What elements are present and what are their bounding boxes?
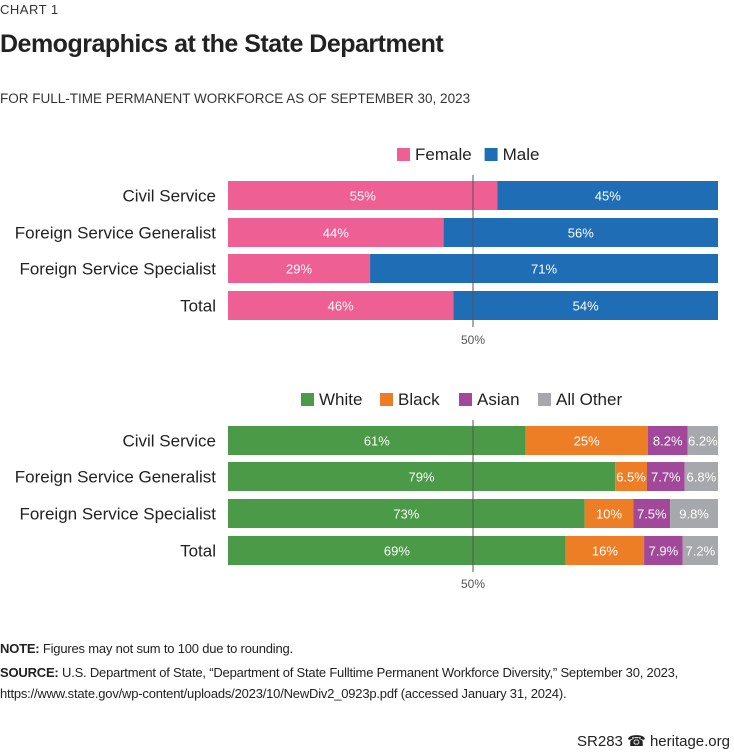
legend-label: Asian xyxy=(477,390,520,409)
data-label: 56% xyxy=(568,226,594,241)
legend-label: Black xyxy=(398,390,440,409)
bar-segment xyxy=(615,462,647,491)
bar-segment xyxy=(647,426,688,455)
data-label: 44% xyxy=(323,226,349,241)
data-label: 10% xyxy=(596,507,622,522)
data-label: 79% xyxy=(409,470,435,485)
source: SOURCE: U.S. Department of State, “Depar… xyxy=(0,662,734,704)
bar-segment xyxy=(228,426,526,455)
category-label: Civil Service xyxy=(122,432,216,451)
category-label: Foreign Service Specialist xyxy=(19,505,216,524)
legend-swatch-male xyxy=(484,148,498,161)
data-label: 54% xyxy=(573,299,599,314)
bar-segment xyxy=(646,462,685,491)
note: NOTE: Figures may not sum to 100 due to … xyxy=(0,641,293,656)
bar-segment xyxy=(633,499,671,528)
note-label: NOTE: xyxy=(0,641,40,656)
legend-swatch-asian xyxy=(459,393,472,406)
site-name: heritage.org xyxy=(649,733,730,750)
bar-segment xyxy=(228,462,616,491)
category-label: Foreign Service Generalist xyxy=(15,468,217,487)
chart-label: CHART 1 xyxy=(0,2,59,17)
data-label: 73% xyxy=(393,507,419,522)
legend-label: Male xyxy=(503,145,540,164)
legend-swatch-all-other xyxy=(538,393,551,406)
category-label: Total xyxy=(180,542,216,561)
data-label: 6.5% xyxy=(616,470,646,485)
data-label: 69% xyxy=(384,544,410,559)
report-code: SR283 xyxy=(577,733,623,750)
liberty-bell-icon: ☎ xyxy=(627,733,646,750)
data-label: 16% xyxy=(592,544,618,559)
bar-segment xyxy=(525,426,648,455)
bar-segment xyxy=(453,291,718,320)
bar-segment xyxy=(670,499,718,528)
data-label: 61% xyxy=(364,434,390,449)
bar-segment xyxy=(684,462,718,491)
page-title: Demographics at the State Department xyxy=(0,30,444,58)
data-label: 7.7% xyxy=(651,470,681,485)
data-label: 25% xyxy=(574,434,600,449)
bar-segment xyxy=(584,499,634,528)
subtitle: FOR FULL-TIME PERMANENT WORKFORCE AS OF … xyxy=(0,91,471,106)
data-label: 29% xyxy=(286,262,312,277)
bar-segment xyxy=(565,536,645,565)
reference-label: 50% xyxy=(461,577,485,591)
data-label: 9.8% xyxy=(679,507,709,522)
bar-segment xyxy=(228,536,566,565)
legend-label: Female xyxy=(415,145,472,164)
source-label: SOURCE: xyxy=(0,665,59,680)
bar-segment xyxy=(228,218,444,247)
data-label: 46% xyxy=(328,299,354,314)
legend-swatch-female xyxy=(397,148,410,161)
bar-segment xyxy=(687,426,718,455)
data-label: 6.2% xyxy=(688,434,718,449)
legend-swatch-black xyxy=(380,393,393,406)
source-text: U.S. Department of State, “Department of… xyxy=(0,665,679,701)
note-text: Figures may not sum to 100 due to roundi… xyxy=(39,641,293,656)
bar-segment xyxy=(497,181,718,210)
data-label: 7.2% xyxy=(686,544,716,559)
data-label: 7.5% xyxy=(637,507,667,522)
bar-segment xyxy=(370,254,718,283)
footer: SR283 ☎ heritage.org xyxy=(577,732,730,750)
category-label: Total xyxy=(180,297,216,316)
data-label: 55% xyxy=(350,189,376,204)
bar-segment xyxy=(228,181,498,210)
category-label: Foreign Service Generalist xyxy=(15,224,217,243)
bar-segment xyxy=(228,254,371,283)
reference-label: 50% xyxy=(461,333,485,347)
charts: Female Male Civil Service 55% 45% Foreign Ser… xyxy=(15,145,718,591)
data-label: 45% xyxy=(595,189,621,204)
category-label: Civil Service xyxy=(122,187,216,206)
bar-segment xyxy=(443,218,718,247)
category-label: Foreign Service Specialist xyxy=(19,260,216,279)
legend-label: White xyxy=(319,390,362,409)
legend-label: All Other xyxy=(556,390,622,409)
data-label: 71% xyxy=(531,262,557,277)
bar-segment xyxy=(644,536,683,565)
data-label: 8.2% xyxy=(653,434,683,449)
data-label: 6.8% xyxy=(687,470,717,485)
bar-segment xyxy=(228,291,454,320)
bar-segment xyxy=(682,536,718,565)
data-label: 7.9% xyxy=(649,544,679,559)
bar-segment xyxy=(228,499,585,528)
legend-swatch-white xyxy=(301,393,314,406)
